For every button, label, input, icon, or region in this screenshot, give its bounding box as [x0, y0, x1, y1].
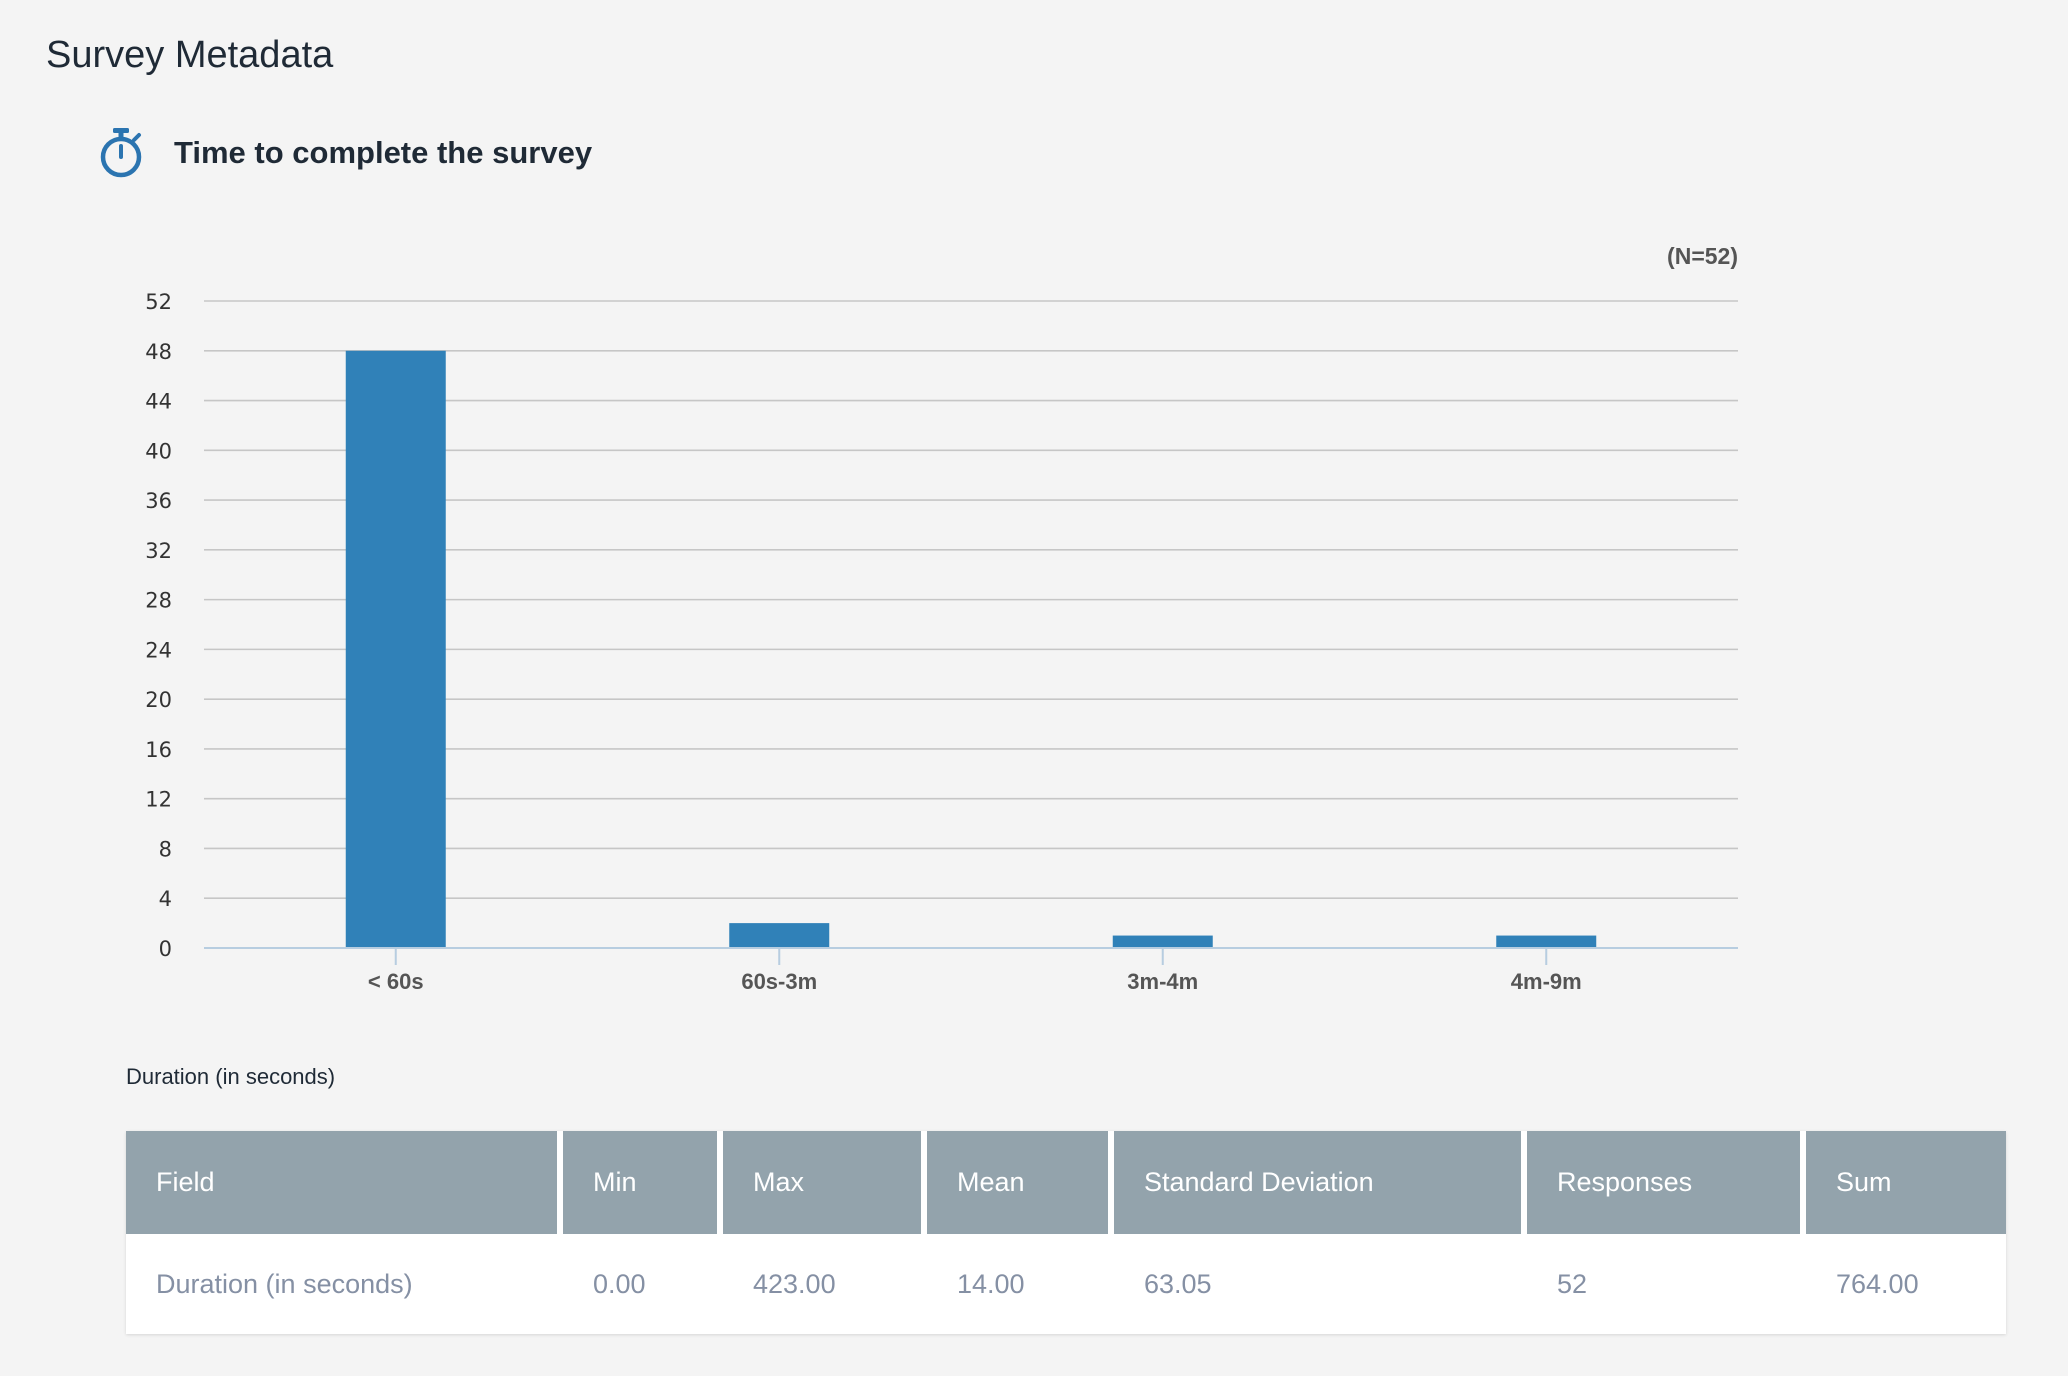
column-header-max[interactable]: Max: [723, 1131, 927, 1234]
duration-chart: (N=52) 0 4 8 12 16 20 24 28 32 36 40 44 48 52 < 60s 60s…: [145, 243, 1738, 994]
cell-sum: 764.00: [1806, 1234, 2006, 1334]
bar-2[interactable]: [1112, 935, 1213, 948]
column-header-responses[interactable]: Responses: [1527, 1131, 1806, 1234]
cell-mean: 14.00: [927, 1234, 1114, 1334]
y-tick-label: 0: [159, 937, 172, 961]
y-tick-label: 4: [159, 887, 172, 911]
column-header-sum[interactable]: Sum: [1806, 1131, 2006, 1234]
column-header-mean[interactable]: Mean: [927, 1131, 1114, 1234]
stopwatch-icon: [100, 128, 142, 178]
table-caption: Duration (in seconds): [126, 1064, 336, 1089]
y-tick-label: 36: [145, 489, 172, 513]
cell-field: Duration (in seconds): [126, 1234, 563, 1334]
page-title: Survey Metadata: [46, 34, 334, 76]
x-tick-label: 60s-3m: [741, 969, 817, 994]
y-tick-label: 8: [159, 837, 172, 861]
column-header-field[interactable]: Field: [126, 1131, 563, 1234]
stats-table-container: Field Min Max Mean Standard Deviation Re…: [126, 1131, 2006, 1334]
table-header-row: Field Min Max Mean Standard Deviation Re…: [126, 1131, 2006, 1234]
y-tick-label: 40: [145, 439, 172, 463]
section-title: Time to complete the survey: [174, 135, 593, 170]
bar-0[interactable]: [345, 350, 446, 948]
y-tick-label: 52: [145, 290, 172, 314]
y-tick-label: 12: [145, 788, 172, 812]
cell-std-dev: 63.05: [1114, 1234, 1527, 1334]
y-tick-label: 16: [145, 738, 172, 762]
x-tick-label: 4m-9m: [1511, 969, 1582, 994]
x-tick-label: < 60s: [368, 969, 424, 994]
y-tick-label: 24: [145, 638, 172, 662]
bar-3[interactable]: [1496, 935, 1597, 948]
cell-max: 423.00: [723, 1234, 927, 1334]
sample-size-label: (N=52): [1667, 243, 1738, 269]
y-tick-label: 28: [145, 589, 172, 613]
stats-table: Field Min Max Mean Standard Deviation Re…: [126, 1131, 2006, 1334]
column-header-std-dev[interactable]: Standard Deviation: [1114, 1131, 1527, 1234]
bar-1[interactable]: [729, 923, 830, 948]
y-tick-label: 48: [145, 340, 172, 364]
cell-responses: 52: [1527, 1234, 1806, 1334]
y-tick-label: 20: [145, 688, 172, 712]
y-tick-label: 32: [145, 539, 172, 563]
column-header-min[interactable]: Min: [563, 1131, 723, 1234]
cell-min: 0.00: [563, 1234, 723, 1334]
y-tick-label: 44: [145, 390, 172, 414]
x-tick-label: 3m-4m: [1127, 969, 1198, 994]
table-row: Duration (in seconds) 0.00 423.00 14.00 …: [126, 1234, 2006, 1334]
section-header: Time to complete the survey: [98, 126, 592, 180]
